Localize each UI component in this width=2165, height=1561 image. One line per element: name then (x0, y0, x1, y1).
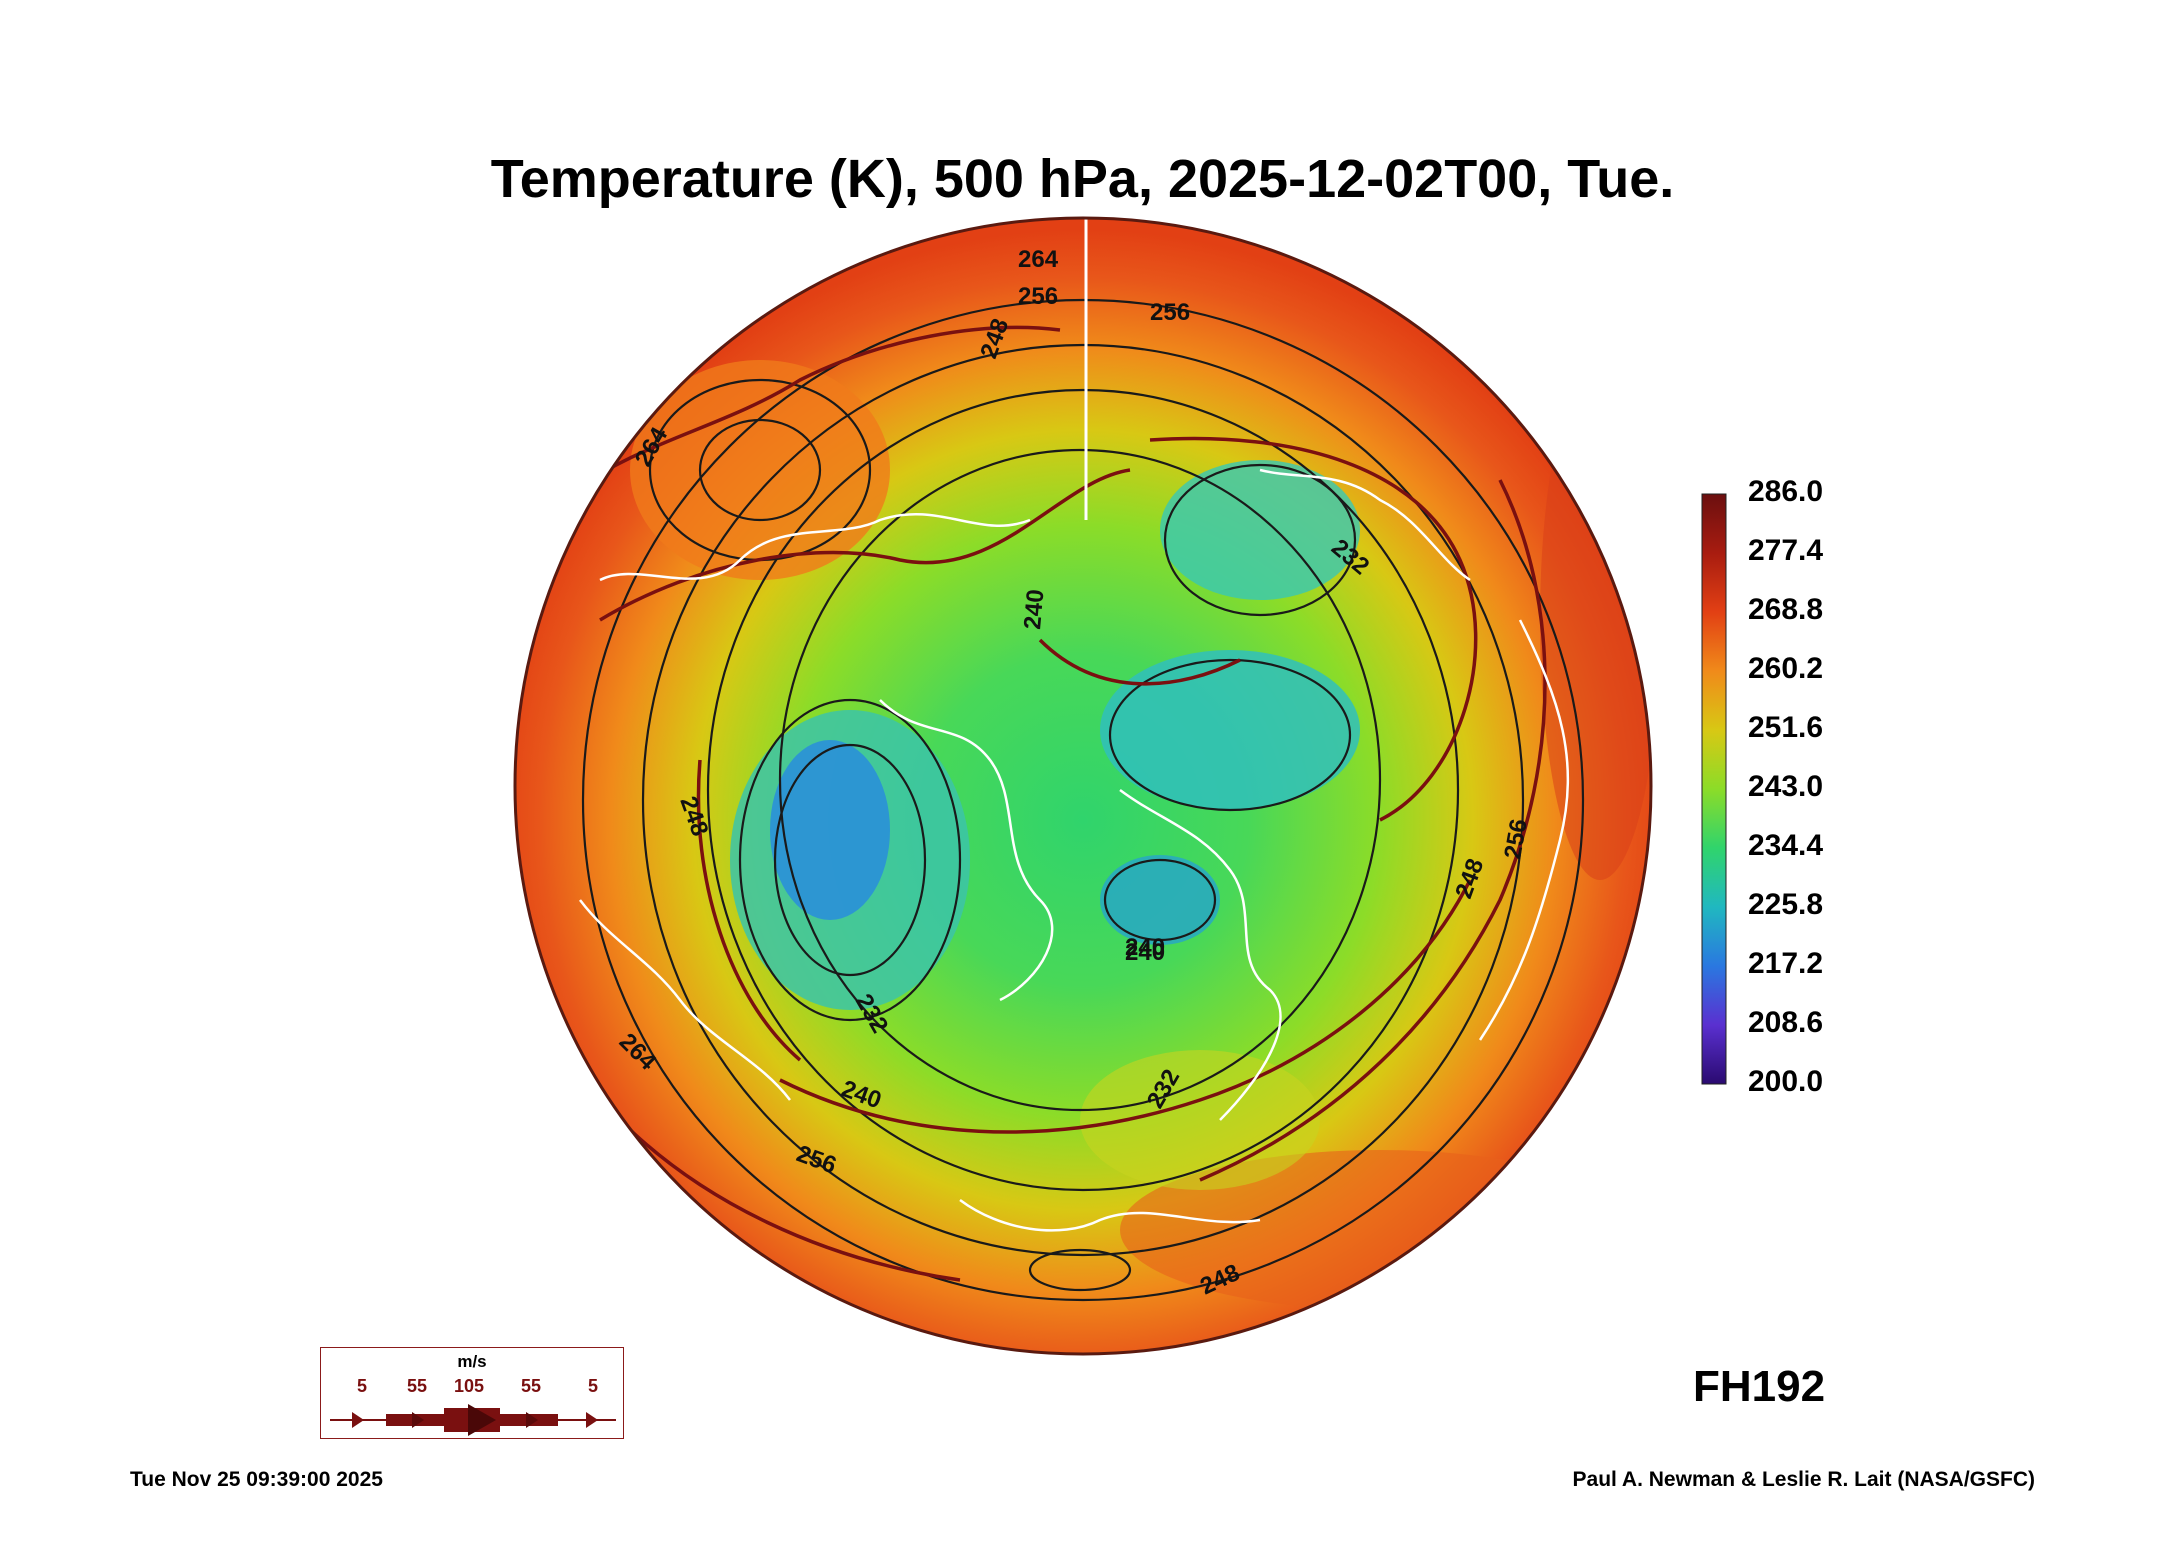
streamline (1038, 638, 1241, 686)
contour-label: 240 (1125, 939, 1165, 966)
colorbar-tick: 234.4 (1748, 829, 1824, 862)
map-title: Temperature (K), 500 hPa, 2025-12-02T00,… (490, 149, 1675, 209)
coastline (1119, 788, 1282, 1121)
colorbar-tick: 277.4 (1748, 534, 1824, 567)
coastline (599, 512, 1031, 582)
contour-label: 264 (1018, 246, 1059, 273)
coastline (959, 1198, 1261, 1232)
coastline (1259, 468, 1471, 582)
vector-arrow (468, 1404, 496, 1436)
vector-legend-unit: m/s (457, 1352, 487, 1371)
isotherm (641, 343, 1525, 1257)
vector-arrow (412, 1412, 424, 1428)
cold-region (1100, 855, 1220, 945)
credit: Paul A. Newman & Leslie R. Lait (NASA/GS… (1572, 1468, 2035, 1491)
contour-label: 256 (1018, 283, 1058, 310)
colorbar-tick: 200.0 (1748, 1065, 1824, 1098)
warm-region (1080, 1050, 1320, 1190)
isotherm (1103, 858, 1217, 942)
streamline (696, 759, 802, 1062)
isotherm (698, 418, 822, 522)
vector-legend-value: 55 (521, 1376, 542, 1396)
warm-region (1540, 360, 1651, 880)
colorbar-tick: 268.8 (1748, 593, 1824, 626)
coastline (879, 699, 1054, 1002)
vector-arrow (526, 1412, 538, 1428)
contour-label: 256 (1150, 299, 1190, 326)
streamline (558, 325, 1061, 502)
colorbar-tick: 260.2 (1748, 652, 1824, 685)
isotherm (738, 698, 962, 1022)
coastline (579, 899, 791, 1101)
isotherm (706, 388, 1460, 1192)
colorbar-tick: 251.6 (1748, 711, 1824, 744)
colorbar-tick: 243.0 (1748, 770, 1824, 803)
colorbar-tick: 217.2 (1748, 947, 1824, 980)
vector-arrow (586, 1412, 598, 1428)
vector-legend-value: 55 (407, 1376, 428, 1396)
timestamp: Tue Nov 25 09:39:00 2025 (130, 1468, 383, 1491)
globe-outline (513, 216, 1653, 1356)
vector-legend-value: 5 (357, 1376, 368, 1396)
colorbar-tick: 286.0 (1748, 475, 1824, 508)
contour-label: 240 (1019, 588, 1049, 630)
vector-legend-value: 105 (454, 1376, 485, 1396)
colorbar-tick: 208.6 (1748, 1006, 1824, 1039)
contour-label: 240 (1125, 934, 1165, 961)
streamline (779, 879, 1472, 1134)
coastlines (579, 468, 1570, 1232)
vector-legend-value: 5 (588, 1376, 599, 1396)
cold-region (1160, 460, 1360, 600)
forecast-hour: FH192 (1693, 1362, 1826, 1411)
cold-region (770, 740, 890, 920)
streamlines (558, 325, 1547, 1282)
streamline (599, 468, 1131, 622)
isotherm (773, 743, 927, 977)
isotherm (778, 448, 1382, 1112)
streamline (1199, 479, 1547, 1182)
vector-scale (330, 1404, 616, 1436)
isotherm (1028, 1248, 1132, 1292)
coastline (1478, 619, 1570, 1041)
warm-region (630, 360, 890, 580)
isotherm (1163, 463, 1357, 617)
cold-region (1100, 650, 1360, 810)
streamline (618, 1118, 961, 1282)
vector-legend: m/s 5 55 105 55 5 (320, 1347, 624, 1439)
vector-arrow (352, 1412, 364, 1428)
isotherm (581, 298, 1585, 1302)
isotherm (1108, 658, 1352, 812)
streamline (1149, 436, 1478, 822)
colorbar-tick: 225.8 (1748, 888, 1824, 921)
colorbar (1701, 493, 1727, 1085)
